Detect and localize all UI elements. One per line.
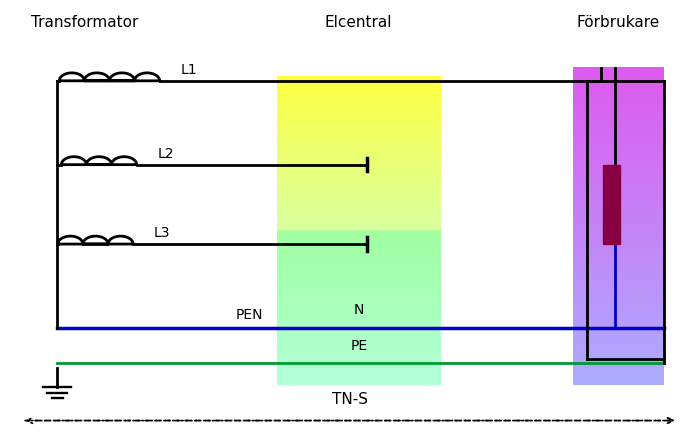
Text: L3: L3	[154, 226, 171, 240]
Text: PEN: PEN	[235, 308, 262, 321]
Text: Förbrukare: Förbrukare	[577, 15, 660, 30]
Text: Elcentral: Elcentral	[325, 15, 393, 30]
Text: L2: L2	[158, 147, 174, 161]
Text: TN-S: TN-S	[332, 392, 368, 407]
Text: N: N	[354, 303, 364, 317]
Text: PE: PE	[350, 338, 368, 353]
Bar	[603, 165, 620, 244]
Text: L1: L1	[181, 63, 197, 77]
Text: Transformator: Transformator	[32, 15, 139, 30]
